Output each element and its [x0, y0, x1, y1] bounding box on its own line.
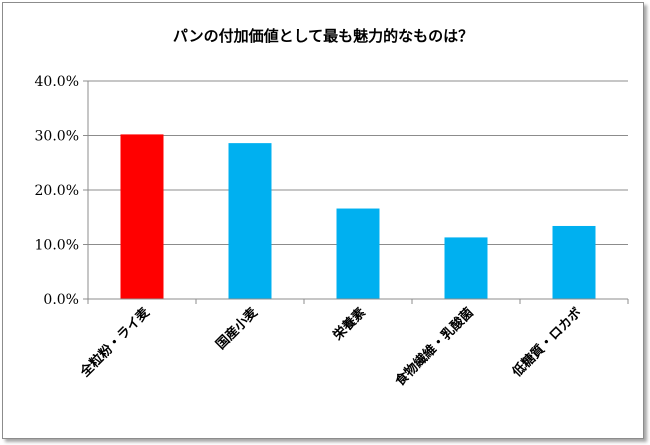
y-tick-label: 20.0%: [35, 183, 79, 199]
x-category-label: 全粒粉・ライ麦: [76, 304, 153, 381]
axes: [87, 81, 628, 300]
x-category-label: 国産小麦: [213, 304, 262, 353]
bar-2: [228, 143, 272, 299]
y-axis-ticks: 0.0% 10.0% 20.0% 30.0% 40.0%: [35, 74, 88, 308]
chart-title: パンの付加価値として最も魅力的なものは？: [173, 27, 473, 45]
bar-5: [552, 225, 596, 299]
x-axis-labels: 全粒粉・ライ麦 国産小麦 栄養素 食物繊維・乳酸菌 低糖質・ロカボ: [76, 299, 629, 390]
bar-3: [336, 208, 380, 299]
x-category-label: 食物繊維・乳酸菌: [392, 305, 477, 390]
bar-4: [444, 237, 488, 299]
y-tick-label: 30.0%: [35, 129, 79, 145]
chart-frame: パンの付加価値として最も魅力的なものは？ 0.0% 10.0% 20.0% 30.0%…: [2, 2, 644, 439]
x-category-label: 栄養素: [329, 305, 369, 345]
bar-chart: パンの付加価値として最も魅力的なものは？ 0.0% 10.0% 20.0% 30.0%…: [35, 27, 629, 390]
bar-1: [120, 134, 164, 299]
bars: [120, 134, 596, 299]
y-tick-label: 40.0%: [35, 74, 79, 90]
y-tick-label: 0.0%: [43, 292, 79, 308]
x-category-label: 低糖質・ロカボ: [508, 305, 584, 381]
y-tick-label: 10.0%: [35, 238, 79, 254]
